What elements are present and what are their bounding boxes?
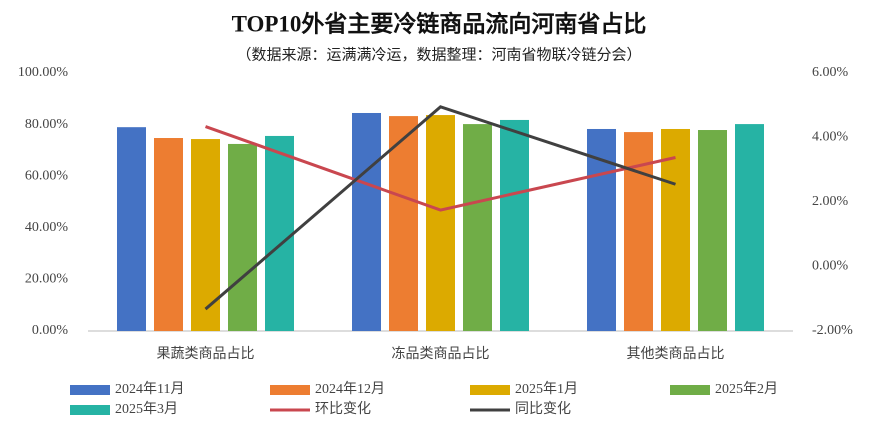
bar: [228, 143, 257, 331]
legend-label: 2025年3月: [115, 401, 178, 417]
bar: [500, 119, 529, 332]
y-tick-label: 60.00%: [25, 168, 69, 183]
legend-label: 2024年12月: [315, 381, 385, 397]
legend-label: 2025年1月: [515, 381, 578, 397]
bar: [698, 130, 727, 331]
line-series: [204, 125, 676, 212]
bar: [352, 112, 381, 332]
legend-label: 2025年2月: [715, 381, 778, 397]
line-series: [204, 105, 676, 311]
y-tick-label: 20.00%: [25, 272, 69, 287]
chart-subtitle: （数据来源：运满满冷运，数据整理：河南省物联冷链分会）: [236, 46, 641, 63]
legend-swatch: [70, 405, 110, 415]
x-tick-label: 冻品类商品占比: [392, 345, 490, 362]
bar: [735, 124, 764, 331]
bar: [265, 135, 294, 331]
y2-tick-label: 2.00%: [812, 194, 849, 209]
y-tick-label: 80.00%: [25, 117, 69, 132]
y2-tick-label: 6.00%: [812, 65, 849, 80]
legend-label: 环比变化: [315, 401, 371, 417]
y-tick-label: 40.00%: [25, 220, 69, 235]
legend-swatch: [70, 385, 110, 395]
bar: [661, 128, 690, 331]
bar: [426, 115, 455, 331]
bar: [117, 127, 146, 332]
x-tick-label: 果蔬类商品占比: [157, 346, 255, 362]
bar: [624, 132, 653, 331]
bar: [389, 116, 418, 331]
legend-swatch: [470, 385, 510, 395]
chart-title: TOP10外省主要冷链商品流向河南省占比: [232, 10, 647, 36]
bar: [463, 124, 492, 331]
legend-swatch: [270, 385, 310, 395]
y2-tick-label: 0.00%: [812, 259, 849, 274]
y-tick-label: 100.00%: [18, 65, 69, 80]
y2-tick-label: 4.00%: [812, 130, 849, 145]
legend-label: 同比变化: [515, 401, 571, 417]
bar: [154, 138, 183, 331]
y-tick-label: 0.00%: [32, 323, 69, 338]
x-tick-label: 其他类商品占比: [627, 346, 725, 362]
legend-swatch: [670, 385, 710, 395]
y2-tick-label: -2.00%: [812, 323, 853, 338]
legend-label: 2024年11月: [115, 381, 184, 397]
